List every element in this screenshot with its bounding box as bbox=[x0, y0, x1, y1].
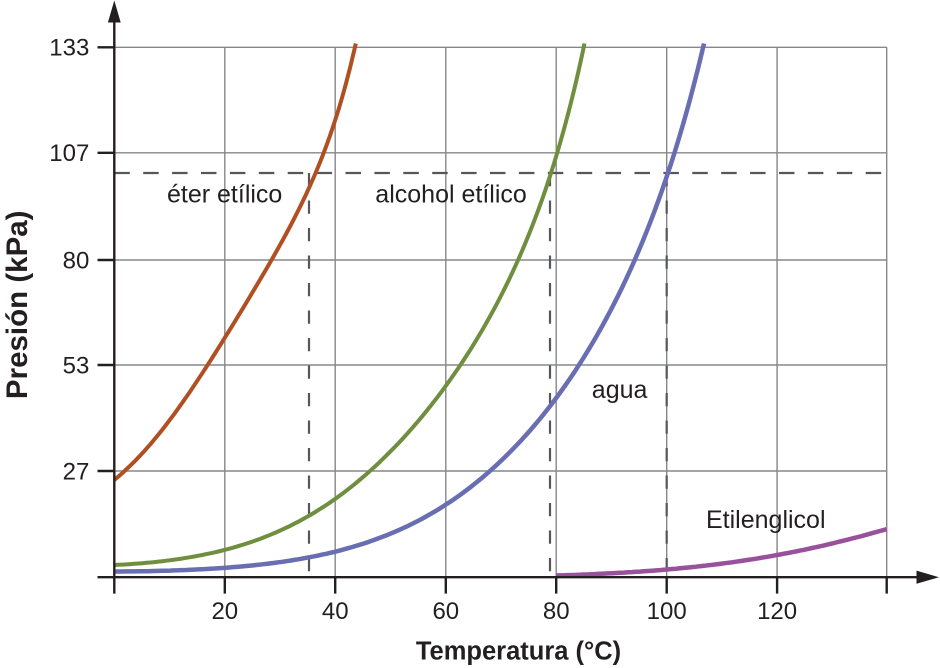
svg-text:Presión (kPa): Presión (kPa) bbox=[1, 211, 34, 400]
svg-text:53: 53 bbox=[63, 352, 90, 379]
svg-text:133: 133 bbox=[49, 35, 89, 62]
svg-text:agua: agua bbox=[592, 376, 648, 404]
svg-text:Etilenglicol: Etilenglicol bbox=[706, 506, 826, 534]
svg-text:120: 120 bbox=[757, 598, 797, 625]
svg-text:27: 27 bbox=[63, 458, 90, 485]
svg-text:Temperatura (°C): Temperatura (°C) bbox=[416, 638, 621, 666]
svg-text:100: 100 bbox=[647, 598, 687, 625]
svg-text:alcohol etílico: alcohol etílico bbox=[375, 181, 526, 209]
svg-text:éter etílico: éter etílico bbox=[167, 181, 282, 209]
svg-text:40: 40 bbox=[322, 598, 349, 625]
svg-text:80: 80 bbox=[63, 247, 90, 274]
svg-text:60: 60 bbox=[432, 598, 459, 625]
svg-text:20: 20 bbox=[211, 598, 238, 625]
svg-text:80: 80 bbox=[543, 598, 570, 625]
svg-text:107: 107 bbox=[49, 140, 89, 167]
